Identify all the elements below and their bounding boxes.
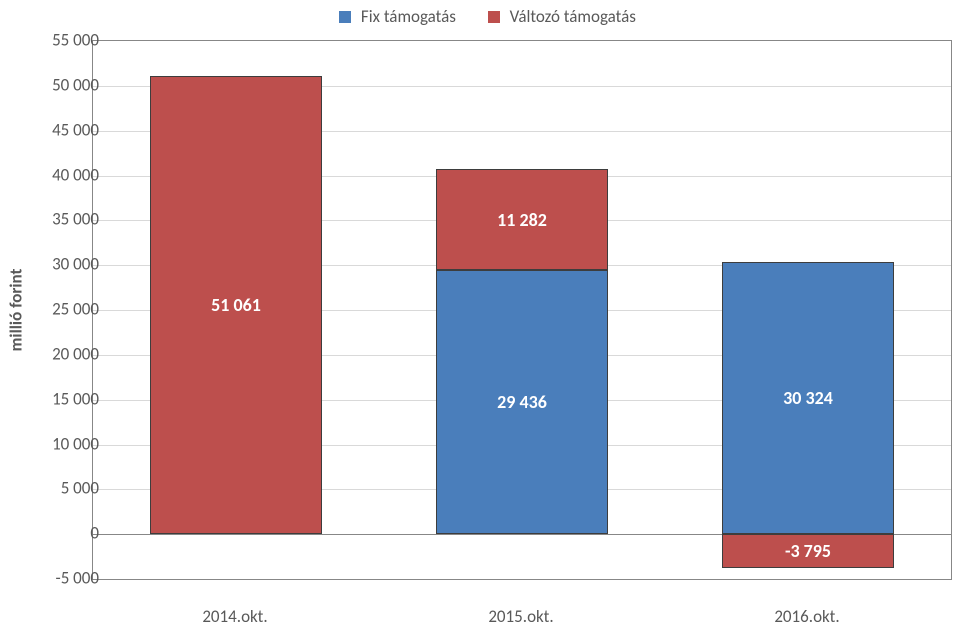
y-tick-label: 25 000 [19, 299, 99, 320]
y-tick-label: 0 [19, 523, 99, 544]
x-tick-label: 2014.okt. [202, 606, 267, 627]
y-tick-label: 20 000 [19, 343, 99, 364]
bar-segment: -3 795 [722, 534, 894, 568]
legend-label-valtozo: Változó támogatás [510, 6, 636, 27]
y-tick-label: 55 000 [19, 30, 99, 51]
legend-swatch-valtozo [488, 11, 500, 23]
legend-item-fix: Fix támogatás [339, 6, 456, 27]
bar-value-label: 51 061 [151, 294, 321, 316]
bar-segment: 11 282 [436, 169, 608, 270]
y-tick-label: -5 000 [19, 568, 99, 589]
bar-value-label: -3 795 [723, 540, 893, 562]
legend-swatch-fix [339, 11, 351, 23]
y-tick-label: 35 000 [19, 209, 99, 230]
bar-segment: 30 324 [722, 262, 894, 534]
bar-value-label: 30 324 [723, 387, 893, 409]
y-tick-label: 15 000 [19, 388, 99, 409]
legend-item-valtozo: Változó támogatás [488, 6, 636, 27]
legend-label-fix: Fix támogatás [361, 6, 456, 27]
y-tick-label: 10 000 [19, 433, 99, 454]
legend: Fix támogatás Változó támogatás [0, 6, 975, 27]
y-tick-label: 45 000 [19, 119, 99, 140]
y-tick-label: 30 000 [19, 254, 99, 275]
chart: Fix támogatás Változó támogatás millió f… [0, 0, 975, 635]
y-tick-label: 40 000 [19, 164, 99, 185]
y-tick-label: 50 000 [19, 74, 99, 95]
bar-segment: 29 436 [436, 270, 608, 534]
bar-value-label: 29 436 [437, 391, 607, 413]
bar-value-label: 11 282 [437, 209, 607, 231]
x-tick-label: 2015.okt. [488, 606, 553, 627]
plot-area: 51 061 29 436 11 282 30 324 -3 795 [92, 40, 952, 580]
x-tick-label: 2016.okt. [774, 606, 839, 627]
bar-segment: 51 061 [150, 76, 322, 534]
y-tick-label: 5 000 [19, 478, 99, 499]
